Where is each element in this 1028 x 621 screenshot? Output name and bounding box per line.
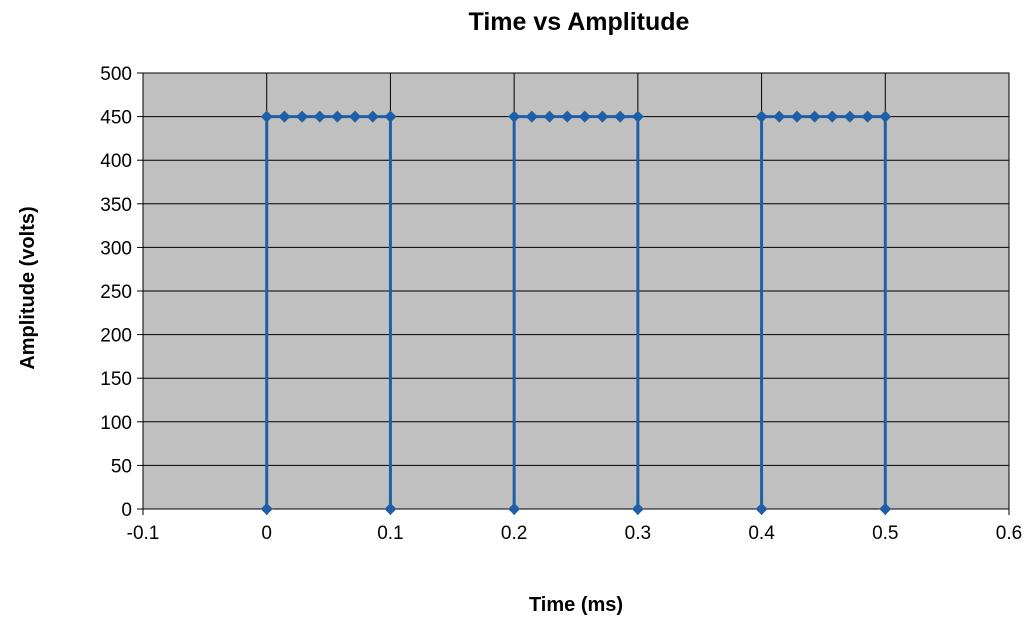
data-point bbox=[349, 110, 362, 123]
y-tick-label: 300 bbox=[100, 238, 132, 259]
x-tick-label: 0.5 bbox=[872, 523, 898, 544]
x-tick-label: 0 bbox=[261, 523, 272, 544]
x-tick-label: 0.6 bbox=[996, 523, 1022, 544]
data-point bbox=[614, 110, 627, 123]
data-point bbox=[861, 110, 874, 123]
data-point bbox=[543, 110, 556, 123]
x-tick-label: 0.4 bbox=[748, 523, 775, 544]
data-point bbox=[508, 110, 521, 123]
data-point bbox=[631, 110, 644, 123]
data-point bbox=[313, 110, 326, 123]
y-tick-label: 0 bbox=[121, 500, 132, 521]
y-tick-label: 400 bbox=[100, 151, 132, 172]
data-point bbox=[561, 110, 574, 123]
y-tick-label: 50 bbox=[111, 456, 132, 477]
y-tick-label: 200 bbox=[100, 326, 132, 347]
data-point bbox=[596, 110, 609, 123]
series bbox=[260, 110, 892, 515]
data-point bbox=[755, 503, 768, 515]
series-line bbox=[265, 115, 887, 509]
y-tick-label: 350 bbox=[100, 195, 132, 216]
chart-title: Time vs Amplitude bbox=[469, 8, 690, 36]
data-point bbox=[755, 110, 768, 123]
data-point bbox=[260, 110, 273, 123]
x-tick-label: 0.3 bbox=[625, 523, 651, 544]
x-tick-labels: -0.1 0 0.1 0.2 0.3 0.4 0.5 0.6 bbox=[127, 523, 1023, 544]
x-tick-label: 0.1 bbox=[377, 523, 403, 544]
x-axis-title: Time (ms) bbox=[529, 594, 623, 616]
y-tick-label: 150 bbox=[100, 369, 132, 390]
data-point bbox=[578, 110, 591, 123]
data-point bbox=[384, 503, 397, 515]
data-point bbox=[384, 110, 397, 123]
x-tick-label: 0.2 bbox=[501, 523, 527, 544]
data-point bbox=[879, 110, 892, 123]
x-tick-label: -0.1 bbox=[127, 523, 160, 544]
y-tick-label: 500 bbox=[100, 64, 132, 85]
data-point bbox=[296, 110, 309, 123]
data-point bbox=[773, 110, 786, 123]
y-tick-labels: 0 50 100 150 200 250 300 350 400 450 500 bbox=[100, 64, 132, 521]
y-tick-label: 100 bbox=[100, 413, 132, 434]
data-point bbox=[508, 503, 521, 515]
data-point bbox=[366, 110, 379, 123]
data-point bbox=[331, 110, 344, 123]
data-point bbox=[631, 503, 644, 515]
data-point bbox=[260, 503, 273, 515]
data-point bbox=[843, 110, 856, 123]
data-point bbox=[278, 110, 291, 123]
y-axis-title: Amplitude (volts) bbox=[17, 206, 39, 369]
data-point bbox=[826, 110, 839, 123]
data-point bbox=[879, 503, 892, 515]
data-point bbox=[525, 110, 538, 123]
data-point bbox=[808, 110, 821, 123]
data-point bbox=[790, 110, 803, 123]
y-tick-label: 450 bbox=[100, 108, 132, 129]
y-tick-label: 250 bbox=[100, 282, 132, 303]
